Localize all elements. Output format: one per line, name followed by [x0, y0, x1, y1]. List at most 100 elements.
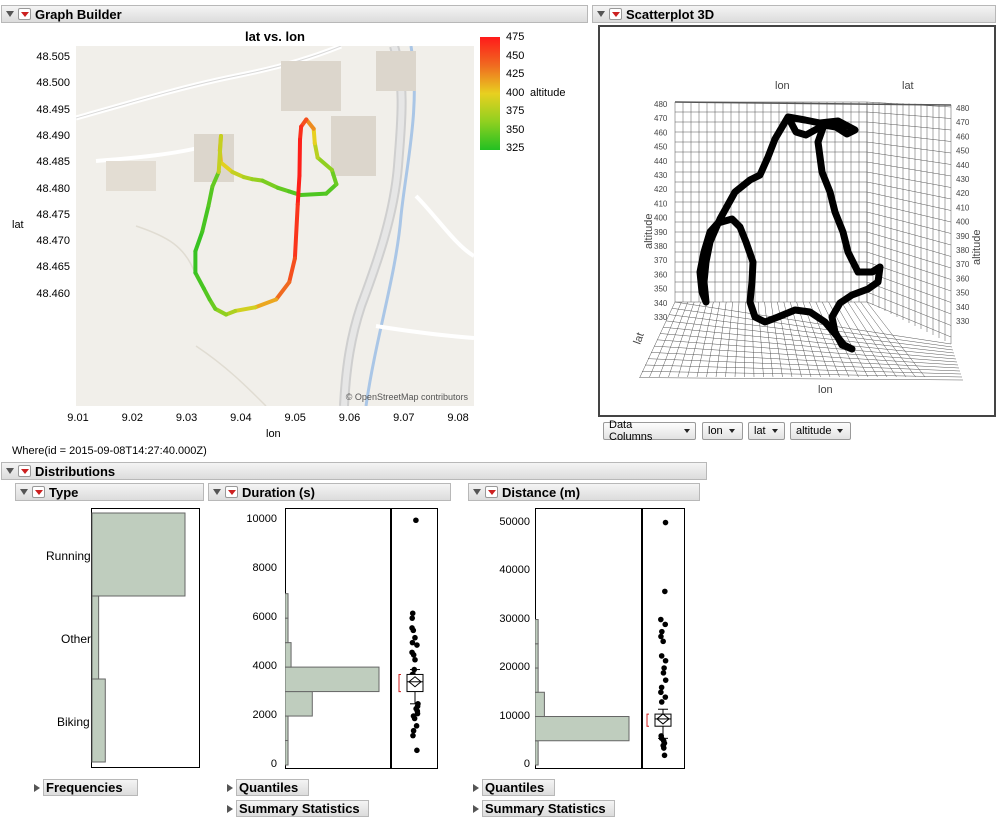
collapse-triangle-icon[interactable] [213, 489, 221, 495]
y-tick-label: 48.500 [30, 77, 70, 89]
axis-label-lat-bottom: lat [632, 331, 647, 346]
collapse-triangle-icon[interactable] [6, 11, 14, 17]
outlier-point [662, 589, 668, 595]
histogram-bar [535, 692, 544, 716]
altitude-tick-label: 350 [654, 285, 668, 294]
duration-header[interactable]: Duration (s) [208, 483, 451, 501]
map-plot[interactable]: © OpenStreetMap contributors [76, 46, 474, 406]
expand-triangle-icon[interactable] [227, 805, 233, 813]
duration-histogram[interactable] [285, 508, 391, 769]
y-tick-label: 10000 [237, 513, 277, 525]
distance-boxplot[interactable] [642, 508, 685, 769]
altitude-tick-label: 460 [654, 128, 668, 137]
distributions-header[interactable]: Distributions [1, 462, 707, 480]
type-bar-chart[interactable] [91, 508, 200, 768]
histogram-bar [535, 644, 538, 668]
collapse-triangle-icon[interactable] [597, 11, 605, 17]
altitude-tick-label: 470 [956, 118, 970, 127]
graph-builder-title: Graph Builder [35, 7, 122, 22]
histogram-bar [285, 618, 288, 642]
duration-summary-row[interactable]: Summary Statistics [224, 800, 369, 817]
outlier-point [663, 677, 669, 683]
data-columns-dropdown[interactable]: Data Columns [603, 422, 696, 440]
collapse-triangle-icon[interactable] [473, 489, 481, 495]
collapse-triangle-icon[interactable] [6, 468, 14, 474]
legend-tick-label: 425 [506, 68, 524, 80]
y-tick-label: 0 [237, 758, 277, 770]
outlier-point [659, 685, 665, 691]
distance-summary-row[interactable]: Summary Statistics [470, 800, 615, 817]
altitude-tick-label: 420 [956, 189, 970, 198]
route-segment [314, 129, 315, 143]
x-tick-label: 9.05 [281, 412, 309, 424]
histogram-bar [285, 692, 312, 716]
type-bar [92, 596, 99, 679]
scatter3d-frame[interactable]: lon lat altitude altitude lat lon 480 480… [598, 25, 996, 417]
altitude-tick-label: 340 [956, 303, 970, 312]
altitude-tick-label: 480 [654, 100, 668, 109]
type-header[interactable]: Type [15, 483, 204, 501]
outlier-point [658, 634, 664, 640]
outlier-point [660, 639, 666, 645]
plot-title: lat vs. lon [76, 29, 474, 44]
route-segment [315, 143, 318, 157]
red-menu-icon[interactable] [485, 486, 498, 498]
distance-quantiles-row[interactable]: Quantiles [470, 779, 555, 796]
red-menu-icon[interactable] [18, 8, 31, 20]
distance-header[interactable]: Distance (m) [468, 483, 700, 501]
altitude-tick-label: 440 [956, 161, 970, 170]
red-menu-icon[interactable] [609, 8, 622, 20]
lat-dropdown[interactable]: lat [748, 422, 785, 440]
type-label-biking: Biking [57, 715, 90, 729]
collapse-triangle-icon[interactable] [20, 489, 28, 495]
legend-tick-label: 350 [506, 124, 524, 136]
legend-tick-label: 375 [506, 105, 524, 117]
y-tick-label: 48.475 [30, 209, 70, 221]
altitude-tick-label: 450 [956, 147, 970, 156]
outlier-point [413, 517, 419, 523]
altitude-tick-label: 480 [956, 104, 970, 113]
expand-triangle-icon[interactable] [473, 805, 479, 813]
distance-histogram[interactable] [535, 508, 642, 769]
x-axis-label: lon [266, 428, 281, 440]
red-menu-icon[interactable] [18, 465, 31, 477]
histogram-bar [285, 643, 291, 667]
graph-builder-header[interactable]: Graph Builder [1, 5, 588, 23]
axis-label-lon-top: lon [775, 80, 790, 92]
expand-triangle-icon[interactable] [473, 784, 479, 792]
outlier-point [411, 628, 417, 634]
altitude-tick-label: 470 [654, 114, 668, 123]
y-tick-label: 48.495 [30, 104, 70, 116]
altitude-tick-label: 340 [654, 299, 668, 308]
altitude-tick-label: 460 [956, 132, 970, 141]
y-tick-label: 40000 [490, 564, 530, 576]
chevron-down-icon [729, 429, 735, 433]
altitude-tick-label: 380 [956, 246, 970, 255]
red-menu-icon[interactable] [225, 486, 238, 498]
expand-triangle-icon[interactable] [227, 784, 233, 792]
scatter3d-header[interactable]: Scatterplot 3D [592, 5, 996, 23]
y-tick-label: 48.460 [30, 288, 70, 300]
3d-grid [639, 102, 963, 380]
outlier-point [659, 629, 665, 635]
y-axis-label: lat [12, 219, 24, 231]
duration-quantiles-row[interactable]: Quantiles [224, 779, 309, 796]
type-label-running: Running [46, 549, 91, 563]
scatter3d-plot[interactable]: lon lat altitude altitude lat lon 480 480… [600, 27, 994, 415]
altitude-tick-label: 400 [956, 218, 970, 227]
axis-label-lat-top: lat [902, 80, 914, 92]
outlier-point [658, 617, 664, 623]
duration-boxplot[interactable] [391, 508, 438, 769]
expand-triangle-icon[interactable] [34, 784, 40, 792]
altitude-dropdown[interactable]: altitude [790, 422, 851, 440]
scatter3d-title: Scatterplot 3D [626, 7, 714, 22]
lon-dropdown[interactable]: lon [702, 422, 743, 440]
histogram-bar [535, 620, 538, 644]
histogram-bar [535, 741, 538, 765]
outlier-point [412, 635, 418, 641]
y-tick-label: 20000 [490, 661, 530, 673]
red-menu-icon[interactable] [32, 486, 45, 498]
x-tick-label: 9.01 [64, 412, 92, 424]
outlier-point [662, 753, 668, 759]
frequencies-row[interactable]: Frequencies [31, 779, 138, 796]
